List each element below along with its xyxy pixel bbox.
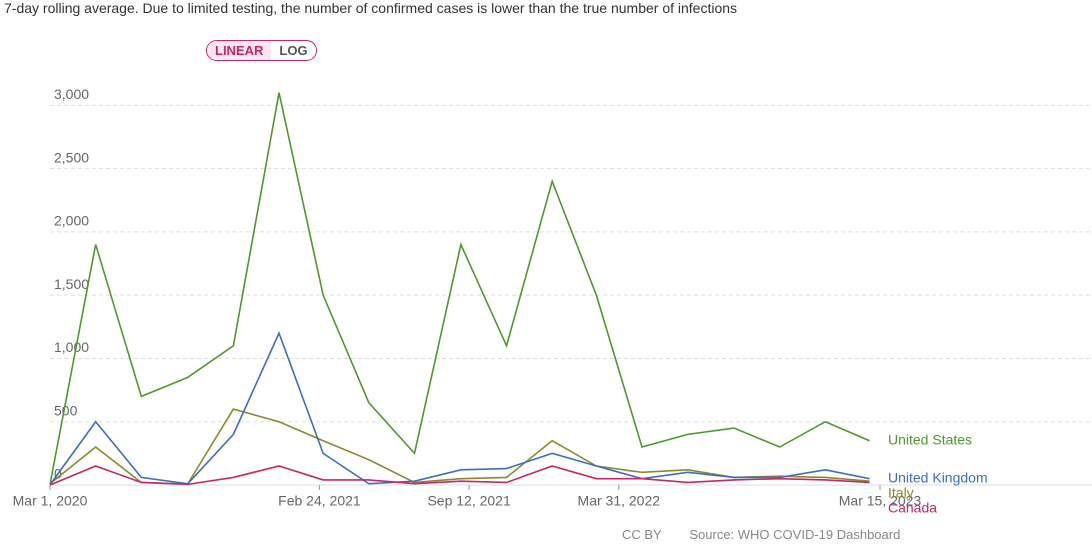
series-line <box>50 93 870 485</box>
y-tick-label: 2,500 <box>54 149 89 165</box>
x-tick-label: Mar 1, 2020 <box>13 493 88 509</box>
series-label: United States <box>888 431 972 447</box>
x-tick-label: Mar 31, 2022 <box>578 493 661 509</box>
chart-page: 7-day rolling average. Due to limited te… <box>0 0 1092 551</box>
series-line <box>50 409 870 484</box>
x-tick-label: Feb 24, 2021 <box>278 493 361 509</box>
y-tick-label: 2,000 <box>54 213 89 229</box>
series-label: United Kingdom <box>888 469 988 485</box>
series-label: Canada <box>888 499 937 515</box>
source: Source: WHO COVID-19 Dashboard <box>689 527 900 542</box>
y-tick-label: 3,000 <box>54 86 89 102</box>
y-tick-label: 1,500 <box>54 276 89 292</box>
series-line <box>50 333 870 485</box>
footer: CC BY Source: WHO COVID-19 Dashboard <box>622 527 924 542</box>
x-tick-label: Sep 12, 2021 <box>427 493 511 509</box>
y-tick-label: 1,000 <box>54 339 89 355</box>
license: CC BY <box>622 527 662 542</box>
series-label: Italy <box>888 484 914 500</box>
